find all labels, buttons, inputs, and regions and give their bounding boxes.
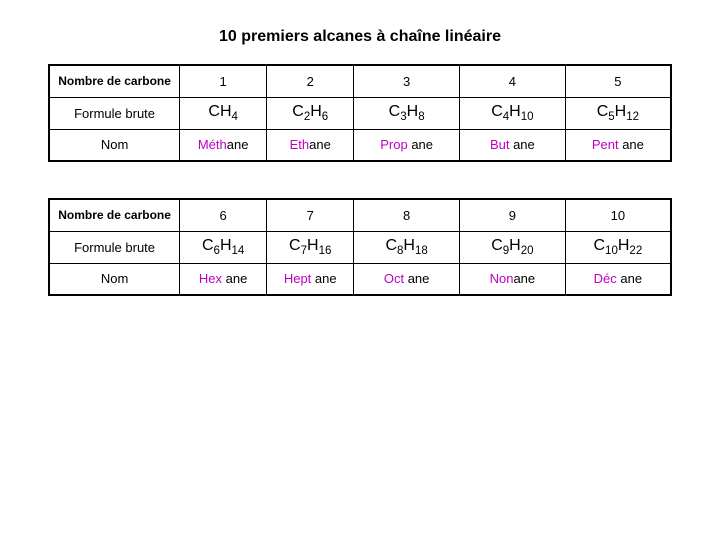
carbon-count: 5 bbox=[565, 65, 671, 97]
table-row: Formule brute CH4 C2H6 C3H8 C4H10 C5H12 bbox=[49, 97, 671, 129]
name-prefix: Pent bbox=[592, 137, 619, 152]
row-label-carbon: Nombre de carbone bbox=[49, 199, 180, 231]
name-suffix: ane bbox=[620, 271, 642, 286]
name-cell: Hex ane bbox=[180, 263, 267, 295]
name-suffix: ane bbox=[408, 271, 430, 286]
sub-h: 22 bbox=[629, 245, 642, 257]
page-title: 10 premiers alcanes à chaîne linéaire bbox=[0, 28, 720, 46]
table-row: Nombre de carbone 6 7 8 9 10 bbox=[49, 199, 671, 231]
name-suffix: ane bbox=[513, 271, 535, 286]
carbon-count: 3 bbox=[354, 65, 460, 97]
carbon-count: 10 bbox=[565, 199, 671, 231]
name-prefix: Non bbox=[490, 271, 514, 286]
carbon-count: 1 bbox=[180, 65, 267, 97]
formula-cell: C3H8 bbox=[354, 97, 460, 129]
table-row: Nom Méthane Ethane Prop ane But ane Pent… bbox=[49, 129, 671, 161]
name-suffix: ane bbox=[315, 271, 337, 286]
name-suffix: ane bbox=[513, 137, 535, 152]
table-row: Nombre de carbone 1 2 3 4 5 bbox=[49, 65, 671, 97]
name-cell: But ane bbox=[460, 129, 566, 161]
name-suffix: ane bbox=[622, 137, 644, 152]
sub-h: 12 bbox=[626, 111, 639, 123]
carbon-count: 2 bbox=[267, 65, 354, 97]
formula-cell: C2H6 bbox=[267, 97, 354, 129]
sub-h: 4 bbox=[232, 111, 238, 123]
name-suffix: ane bbox=[227, 137, 249, 152]
formula-cell: CH4 bbox=[180, 97, 267, 129]
sub-c: 10 bbox=[605, 245, 618, 257]
name-cell: Méthane bbox=[180, 129, 267, 161]
name-suffix: ane bbox=[309, 137, 331, 152]
sub-h: 14 bbox=[232, 245, 245, 257]
carbon-count: 6 bbox=[180, 199, 267, 231]
sub-h: 16 bbox=[319, 245, 332, 257]
name-suffix: ane bbox=[411, 137, 433, 152]
name-prefix: But bbox=[490, 137, 510, 152]
formula-cell: C8H18 bbox=[354, 231, 460, 263]
table-row: Nom Hex ane Hept ane Oct ane Nonane Déc … bbox=[49, 263, 671, 295]
sub-c: 4 bbox=[503, 111, 509, 123]
name-cell: Nonane bbox=[460, 263, 566, 295]
alkane-table-1: Nombre de carbone 1 2 3 4 5 Formule brut… bbox=[48, 64, 672, 162]
sub-c: 9 bbox=[503, 245, 509, 257]
name-cell: Déc ane bbox=[565, 263, 671, 295]
name-prefix: Hex bbox=[199, 271, 222, 286]
carbon-count: 4 bbox=[460, 65, 566, 97]
row-label-carbon: Nombre de carbone bbox=[49, 65, 180, 97]
sub-h: 6 bbox=[322, 111, 328, 123]
formula-cell: C10H22 bbox=[565, 231, 671, 263]
sub-h: 10 bbox=[521, 111, 534, 123]
formula-cell: C7H16 bbox=[267, 231, 354, 263]
sub-c: 3 bbox=[400, 111, 406, 123]
name-cell: Prop ane bbox=[354, 129, 460, 161]
formula-cell: C6H14 bbox=[180, 231, 267, 263]
alkane-table-2: Nombre de carbone 6 7 8 9 10 Formule bru… bbox=[48, 198, 672, 296]
row-label-formula: Formule brute bbox=[49, 231, 180, 263]
name-prefix: Prop bbox=[380, 137, 407, 152]
formula-cell: C9H20 bbox=[460, 231, 566, 263]
sub-h: 20 bbox=[521, 245, 534, 257]
sub-c: 2 bbox=[304, 111, 310, 123]
sub-h: 8 bbox=[418, 111, 424, 123]
name-cell: Hept ane bbox=[267, 263, 354, 295]
carbon-count: 8 bbox=[354, 199, 460, 231]
name-cell: Ethane bbox=[267, 129, 354, 161]
name-prefix: Eth bbox=[290, 137, 310, 152]
sub-c: 5 bbox=[608, 111, 614, 123]
sub-c: 6 bbox=[214, 245, 220, 257]
formula-cell: C5H12 bbox=[565, 97, 671, 129]
row-label-formula: Formule brute bbox=[49, 97, 180, 129]
name-prefix: Hept bbox=[284, 271, 311, 286]
name-cell: Pent ane bbox=[565, 129, 671, 161]
sub-h: 18 bbox=[415, 245, 428, 257]
name-prefix: Oct bbox=[384, 271, 404, 286]
row-label-name: Nom bbox=[49, 263, 180, 295]
carbon-count: 7 bbox=[267, 199, 354, 231]
sub-c: 8 bbox=[397, 245, 403, 257]
row-label-name: Nom bbox=[49, 129, 180, 161]
name-prefix: Déc bbox=[594, 271, 617, 286]
carbon-count: 9 bbox=[460, 199, 566, 231]
sub-c: 7 bbox=[301, 245, 307, 257]
name-suffix: ane bbox=[226, 271, 248, 286]
name-cell: Oct ane bbox=[354, 263, 460, 295]
name-prefix: Méth bbox=[198, 137, 227, 152]
formula-cell: C4H10 bbox=[460, 97, 566, 129]
table-row: Formule brute C6H14 C7H16 C8H18 C9H20 C1… bbox=[49, 231, 671, 263]
